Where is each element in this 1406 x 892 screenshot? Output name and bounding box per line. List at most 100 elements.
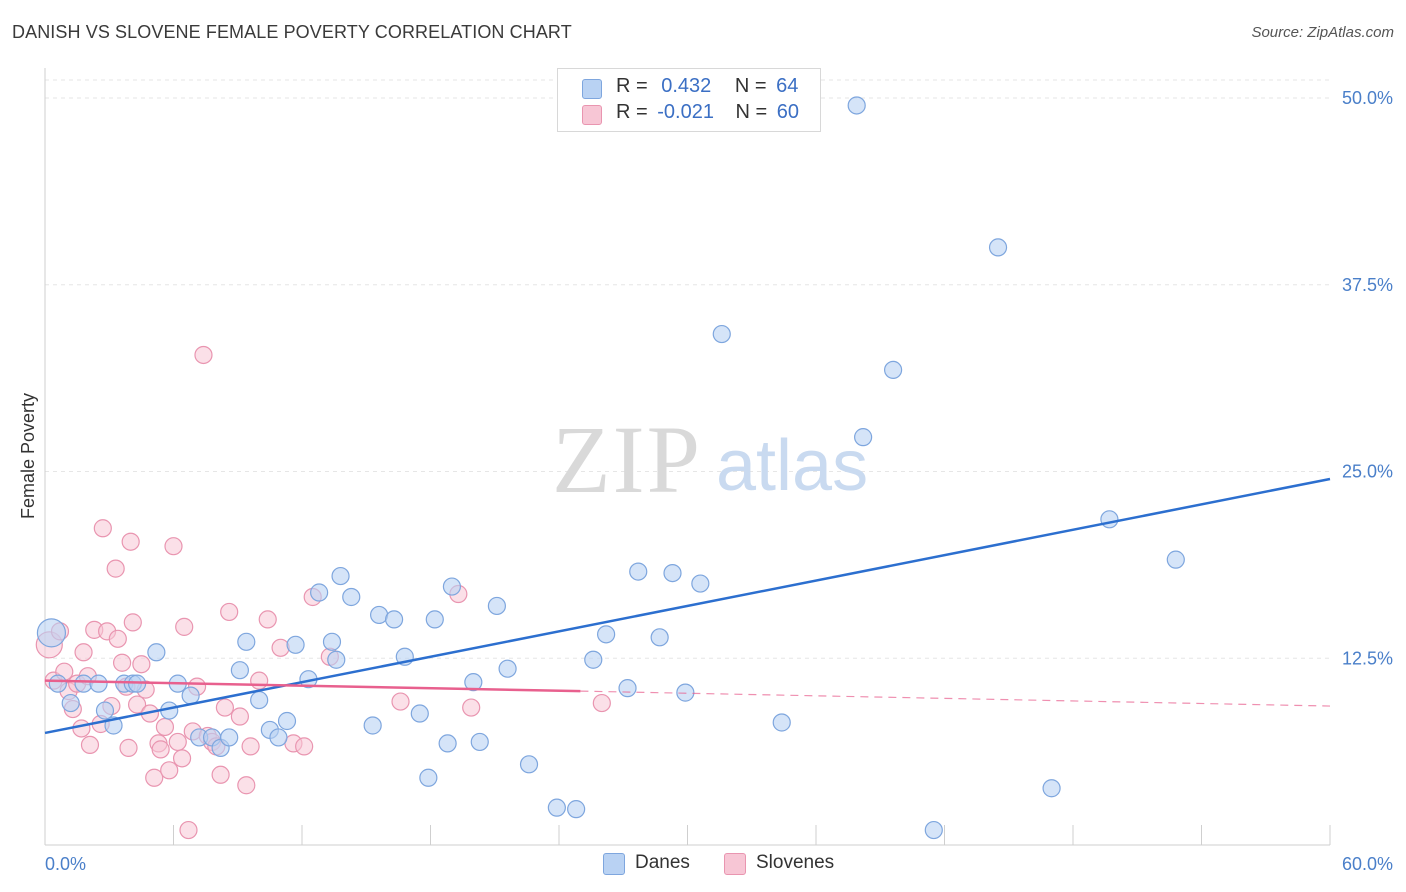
danes-point-18 — [230, 661, 249, 680]
danes-point-26 — [310, 583, 329, 602]
slovenes-r-label: R = — [616, 101, 648, 123]
danes-point-60 — [924, 820, 943, 840]
danes-point-56 — [772, 713, 791, 732]
danes-trend-line — [44, 477, 1331, 735]
danes-legend-swatch — [603, 853, 625, 875]
slovenes-point-43 — [211, 765, 230, 784]
slovenes-n-label: N = — [735, 101, 768, 123]
slovenes-point-44 — [215, 698, 234, 717]
slovenes-point-22 — [123, 613, 142, 632]
danes-point-42 — [487, 596, 506, 616]
danes-point-2 — [61, 693, 80, 713]
danes-point-64 — [1166, 550, 1185, 569]
slovenes-point-46 — [230, 707, 249, 726]
danes-point-33 — [384, 610, 404, 629]
danes-point-46 — [567, 800, 586, 819]
slovenes-point-53 — [295, 737, 314, 756]
source-label: Source: ZipAtlas.com — [1251, 24, 1394, 41]
danes-point-43 — [498, 659, 517, 678]
slovenes-point-33 — [168, 732, 187, 752]
danes-r-value: 0.432 — [661, 75, 712, 97]
danes-point-52 — [663, 563, 682, 583]
danes-point-55 — [712, 324, 731, 344]
danes-point-0 — [36, 618, 67, 648]
danes-point-54 — [691, 574, 710, 593]
slovenes-point-58 — [462, 698, 481, 717]
danes-legend-label: Danes — [635, 852, 690, 873]
danes-point-47 — [584, 650, 603, 669]
danes-point-32 — [370, 605, 389, 625]
slovenes-point-13 — [93, 519, 112, 538]
danes-point-59 — [883, 360, 903, 380]
danes-point-62 — [1042, 779, 1061, 798]
y-tick-label-3: 50.0% — [1342, 88, 1393, 108]
danes-point-45 — [547, 798, 566, 817]
danes-r-label: R = — [616, 75, 648, 97]
ticks: 12.5% 25.0% 37.5% 50.0% 0.0% 60.0% — [45, 88, 1393, 874]
danes-point-39 — [442, 577, 462, 596]
watermark: ZIP atlas — [552, 406, 868, 513]
danes-point-22 — [269, 728, 288, 747]
danes-point-31 — [363, 716, 382, 735]
danes-point-50 — [629, 562, 648, 581]
watermark-atlas: atlas — [716, 426, 868, 506]
slovenes-point-34 — [172, 749, 192, 768]
slovenes-swatch — [582, 105, 602, 125]
slovenes-point-35 — [175, 617, 194, 636]
danes-point-29 — [331, 566, 350, 586]
slovenes-point-56 — [391, 692, 410, 711]
slovenes-point-36 — [179, 820, 198, 840]
danes-point-57 — [847, 96, 866, 115]
slovenes-point-21 — [121, 532, 140, 551]
danes-point-30 — [342, 587, 361, 607]
danes-point-38 — [438, 734, 457, 753]
chart-title: DANISH VS SLOVENE FEMALE POVERTY CORRELA… — [12, 22, 572, 42]
danes-point-63 — [1100, 510, 1119, 529]
danes-point-5 — [95, 701, 115, 720]
slovenes-point-31 — [160, 761, 179, 780]
slovenes-trend-extension — [580, 690, 1331, 707]
danes-point-49 — [618, 679, 637, 698]
danes-n-label: N = — [734, 75, 767, 97]
danes-point-51 — [650, 628, 669, 647]
slovenes-point-30 — [155, 717, 175, 737]
slovenes-point-48 — [241, 737, 260, 756]
slovenes-point-49 — [250, 671, 269, 690]
slovenes-trend-line — [44, 679, 581, 693]
slovenes-legend-swatch — [724, 853, 746, 875]
slovenes-point-10 — [80, 735, 100, 755]
y-tick-label-1: 25.0% — [1342, 462, 1393, 482]
slovenes-point-17 — [108, 629, 127, 648]
slovenes-point-24 — [132, 655, 151, 674]
danes-point-27 — [322, 632, 342, 651]
slovenes-point-18 — [112, 653, 132, 672]
slovenes-point-32 — [164, 537, 183, 556]
slovenes-point-39 — [194, 345, 213, 365]
danes-point-19 — [237, 632, 256, 651]
danes-point-13 — [181, 686, 200, 705]
danes-point-58 — [854, 428, 873, 447]
danes-point-1 — [48, 674, 67, 693]
danes-point-24 — [286, 635, 305, 654]
slovenes-n-value: 60 — [776, 101, 800, 123]
correlation-legend: R = 0.432 N = 64 R = -0.021 N = 60 — [557, 68, 821, 132]
danes-point-41 — [470, 732, 489, 752]
x-tick-label-0: 0.0% — [45, 854, 86, 874]
slovenes-point-47 — [237, 776, 256, 795]
y-tick-label-2: 37.5% — [1342, 275, 1393, 295]
danes-point-36 — [419, 768, 438, 787]
slovenes-r-value: -0.021 — [657, 101, 714, 123]
slovenes-point-59 — [592, 693, 611, 713]
slovenes-point-8 — [74, 643, 93, 662]
y-axis-label: Female Poverty — [18, 393, 38, 519]
danes-point-20 — [250, 690, 269, 710]
danes-point-40 — [464, 673, 483, 692]
slovenes-point-51 — [271, 638, 290, 657]
danes-point-28 — [327, 650, 346, 669]
danes-point-23 — [277, 711, 297, 731]
slovenes-point-50 — [258, 610, 277, 629]
slovenes-point-45 — [220, 602, 239, 622]
slovenes-point-23 — [127, 695, 147, 714]
x-tick-label-1: 60.0% — [1342, 854, 1393, 874]
